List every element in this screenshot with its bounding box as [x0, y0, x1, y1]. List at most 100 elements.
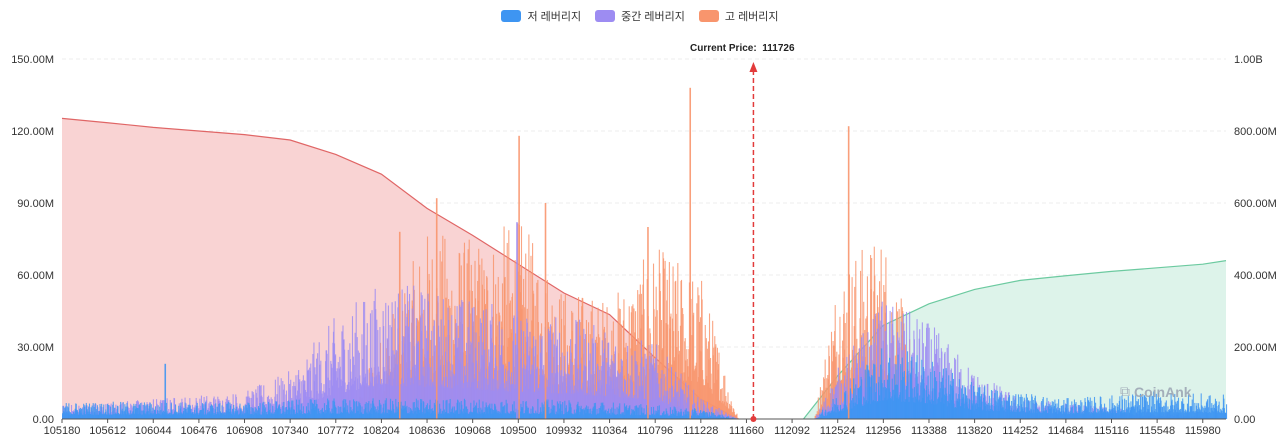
low-bar — [562, 402, 564, 419]
low-bar — [612, 402, 614, 419]
high-bar — [664, 260, 666, 419]
low-bar — [821, 409, 824, 419]
high-bar — [701, 299, 703, 419]
mid-bar — [585, 366, 587, 419]
low-bar — [1175, 403, 1177, 419]
low-bar — [845, 390, 847, 419]
low-bar — [875, 383, 877, 419]
low-bar — [212, 408, 214, 419]
mid-bar — [425, 338, 427, 419]
low-bar — [110, 406, 112, 419]
low-bar — [296, 404, 298, 419]
high-bar — [680, 279, 683, 419]
mid-bar — [434, 345, 436, 419]
low-bar — [1027, 400, 1030, 419]
mid-bar — [926, 323, 928, 419]
mid-bar — [839, 379, 841, 419]
low-bar — [114, 407, 116, 419]
mid-bar — [162, 400, 164, 419]
mid-bar — [295, 375, 297, 419]
mid-bar — [479, 318, 481, 419]
mid-bar — [946, 347, 948, 419]
low-bar — [853, 388, 855, 419]
low-bar — [637, 407, 639, 419]
high-bar — [492, 254, 495, 419]
mid-bar — [919, 329, 921, 419]
mid-bar — [277, 376, 279, 419]
low-bar — [219, 403, 221, 419]
low-bar — [669, 407, 671, 419]
low-bar — [1029, 400, 1031, 419]
low-bar — [547, 399, 549, 419]
low-bar — [482, 401, 484, 419]
low-bar — [252, 408, 254, 419]
low-bar — [434, 404, 436, 419]
legend-item-low[interactable]: 저 레버리지 — [501, 8, 581, 24]
low-bar — [685, 408, 687, 419]
mid-bar — [206, 396, 208, 419]
mid-bar — [604, 332, 606, 419]
low-bar — [161, 403, 163, 419]
low-bar — [359, 405, 361, 419]
mid-bar — [491, 342, 493, 419]
y-right-tick-label: 800.00M — [1234, 126, 1277, 138]
mid-bar — [466, 342, 468, 419]
low-bar — [1145, 398, 1147, 419]
mid-bar — [876, 328, 879, 419]
mid-bar — [558, 332, 561, 419]
high-bar — [693, 312, 695, 419]
legend-item-high[interactable]: 고 레버리지 — [698, 8, 779, 24]
high-bar — [696, 303, 698, 419]
high-bar — [663, 268, 665, 419]
mid-bar — [361, 334, 363, 419]
low-bar — [1153, 391, 1155, 419]
mid-bar — [840, 383, 843, 419]
low-bar — [590, 408, 592, 419]
mid-bar — [469, 354, 471, 419]
low-bar — [608, 408, 610, 419]
mid-bar — [405, 325, 407, 419]
legend-label-mid: 중간 레버리지 — [621, 11, 685, 23]
low-bar — [1012, 395, 1014, 419]
mid-bar — [663, 374, 665, 419]
low-bar — [1091, 400, 1093, 419]
low-bar — [408, 407, 410, 419]
low-bar — [150, 404, 152, 419]
mid-bar — [495, 357, 497, 419]
low-bar — [948, 375, 950, 419]
low-bar — [504, 405, 506, 419]
low-bar — [383, 403, 385, 419]
mid-bar — [363, 301, 365, 419]
mid-bar — [552, 332, 554, 419]
low-bar — [1142, 396, 1144, 419]
low-bar — [429, 399, 431, 419]
low-bar — [1026, 397, 1028, 419]
low-bar — [143, 402, 145, 419]
high-bar — [582, 298, 584, 419]
low-bar — [367, 403, 369, 419]
mid-bar — [280, 378, 282, 419]
legend-item-mid[interactable]: 중간 레버리지 — [595, 8, 685, 24]
low-bar — [272, 406, 274, 419]
low-bar — [406, 405, 408, 419]
low-bar — [316, 404, 318, 419]
high-bar — [638, 294, 640, 419]
high-bar — [577, 297, 580, 419]
low-bar — [445, 400, 447, 419]
low-bar — [1109, 398, 1111, 419]
low-bar — [332, 400, 334, 419]
high-bar — [670, 313, 672, 419]
low-bar — [981, 401, 983, 419]
high-bar — [530, 255, 532, 419]
mid-bar — [927, 323, 929, 419]
low-bar — [551, 399, 553, 419]
low-bar — [657, 406, 659, 419]
low-bar — [379, 403, 381, 419]
low-bar — [1011, 400, 1013, 419]
low-bar — [159, 406, 161, 419]
mid-bar — [256, 397, 258, 419]
mid-bar — [274, 379, 276, 419]
mid-bar — [676, 391, 678, 419]
mid-bar — [618, 372, 620, 419]
